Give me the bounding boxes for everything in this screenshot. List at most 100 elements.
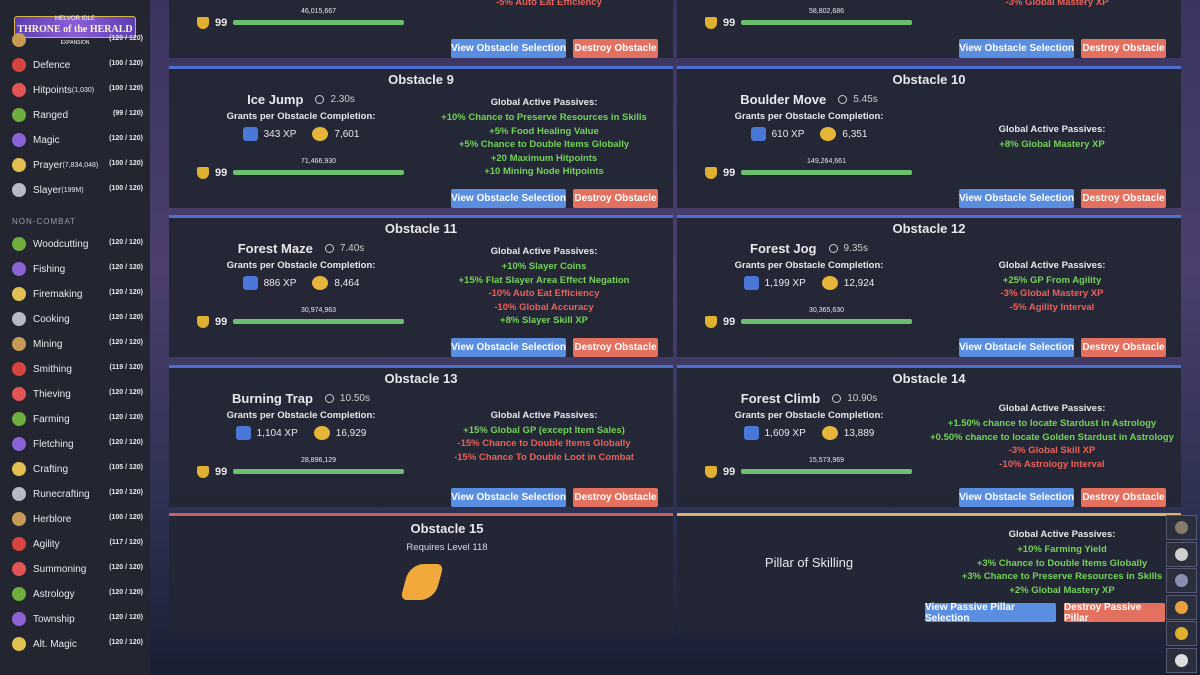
- trophy-icon: [705, 167, 717, 179]
- skill-icon: [12, 462, 26, 476]
- trophy-icon: [197, 466, 209, 478]
- clock-icon: [828, 243, 838, 253]
- obstacle-name: Forest Jog: [750, 240, 817, 256]
- trophy-icon: [705, 316, 717, 328]
- destroy-button[interactable]: Destroy Obstacle: [573, 488, 658, 507]
- menu-button[interactable]: [1166, 515, 1197, 540]
- obstacle-gp: 7,601: [334, 128, 360, 140]
- skill-name: Woodcutting: [33, 238, 89, 250]
- menu-icon: [1175, 627, 1188, 640]
- destroy-button[interactable]: Destroy Obstacle: [1081, 39, 1166, 58]
- skill-icon: [12, 133, 26, 147]
- obstacle-title: Obstacle 10: [892, 72, 966, 87]
- skill-level: (100 / 120): [109, 60, 143, 67]
- destroy-button[interactable]: Destroy Obstacle: [573, 189, 658, 208]
- menu-icon: [1175, 547, 1188, 561]
- skill-icon: [12, 312, 26, 326]
- gp-icon: [821, 426, 838, 440]
- view-button[interactable]: View Obstacle Selection: [959, 189, 1074, 208]
- skill-name: Township: [33, 613, 75, 625]
- passives: Global Active Passives: +15% Global GP (e…: [419, 390, 669, 484]
- passives-heading: Global Active Passives:: [1008, 529, 1116, 540]
- destroy-button[interactable]: Destroy Obstacle: [573, 338, 658, 357]
- clock-icon: [315, 94, 325, 104]
- mastery-bar: [233, 469, 404, 474]
- destroy-button[interactable]: Destroy Obstacle: [1081, 338, 1166, 357]
- destroy-button[interactable]: Destroy Obstacle: [573, 39, 658, 58]
- skill-level: (99 / 120): [113, 110, 143, 117]
- clock-icon: [832, 393, 842, 403]
- menu-button[interactable]: [1166, 594, 1197, 620]
- grants-label: Grants per Obstacle Completion:: [226, 111, 376, 122]
- skill-level: (100 / 120): [109, 85, 143, 92]
- mastery-level: 99: [723, 17, 736, 29]
- passive-line: +10 Mining Node Hitpoints: [484, 166, 604, 178]
- destroy-button[interactable]: Destroy Obstacle: [1081, 488, 1166, 507]
- skill-extra: (7,834,048): [62, 161, 99, 169]
- passives-heading: Global Active Passives:: [998, 259, 1106, 271]
- clock-icon: [324, 243, 334, 253]
- view-button[interactable]: View Obstacle Selection: [959, 39, 1074, 58]
- skill-name: Defence: [33, 59, 71, 71]
- menu-icon: [1175, 600, 1188, 614]
- mastery-bar: [741, 20, 912, 25]
- skill-name: Runecrafting: [33, 488, 90, 500]
- view-button[interactable]: View Passive Pillar Selection: [925, 602, 1056, 624]
- xp-icon: [743, 276, 759, 290]
- passives: Global Active Passives: +10% Slayer Coins…: [419, 240, 669, 334]
- skill-name-row: Thieving: [33, 387, 71, 401]
- mastery-bar: [741, 170, 912, 175]
- skill-level: (120 / 120): [109, 564, 143, 571]
- obstacle-time: 5.45s: [853, 93, 878, 105]
- view-button[interactable]: View Obstacle Selection: [451, 338, 566, 357]
- obstacle-time: 7.40s: [339, 242, 365, 254]
- xp-icon: [750, 127, 766, 141]
- passives: Global Active Passives: +10% Farming Yiel…: [927, 526, 1197, 600]
- obstacle-gp: 6,351: [842, 128, 868, 140]
- passive-line: +0.50% chance to locate Golden Stardust …: [930, 431, 1174, 443]
- menu-button[interactable]: [1166, 647, 1197, 673]
- pillar-panel: Pillar of Skilling Global Active Passives…: [677, 513, 1181, 634]
- mastery-level: 99: [215, 167, 228, 179]
- trophy-icon: [705, 17, 717, 29]
- skill-name: Thieving: [33, 388, 71, 400]
- skill-name: Crafting: [33, 463, 69, 475]
- skill-icon: [12, 562, 26, 576]
- skill-icon: [12, 537, 26, 551]
- obstacle-gp: 16,929: [335, 427, 367, 439]
- destroy-button[interactable]: Destroy Obstacle: [1081, 189, 1166, 208]
- menu-button[interactable]: [1166, 568, 1197, 593]
- view-button[interactable]: View Obstacle Selection: [451, 39, 566, 58]
- passives-heading: Global Active Passives:: [490, 246, 598, 258]
- grants-label: Grants per Obstacle Completion:: [734, 111, 884, 122]
- trophy-icon: [705, 466, 717, 478]
- skill-level: (120 / 120): [109, 589, 143, 596]
- passive-line: -3% Global Skill XP: [1008, 445, 1096, 456]
- passive-line: +15% Global GP (except Item Sales): [463, 424, 625, 436]
- obstacle-name: Forest Climb: [740, 390, 821, 406]
- view-button[interactable]: View Obstacle Selection: [959, 488, 1074, 507]
- skill-icon: [12, 487, 26, 501]
- gp-icon: [821, 276, 838, 290]
- passives-heading: Global Active Passives:: [998, 124, 1106, 136]
- passive-line: +3% Chance to Preserve Resources in Skil…: [961, 571, 1163, 582]
- passive-line: -5% Agility Interval: [1009, 301, 1095, 313]
- passive-line: +5% Chance to Double Items Globally: [458, 139, 630, 151]
- obstacle-time: 2.30s: [330, 93, 355, 105]
- menu-button[interactable]: [1166, 621, 1197, 646]
- trophy-icon: [197, 17, 209, 29]
- skill-icon: [12, 158, 26, 172]
- obstacle-xp: 1,104 XP: [256, 427, 298, 439]
- view-button[interactable]: View Obstacle Selection: [451, 189, 566, 208]
- skill-level: (120 / 120): [109, 135, 143, 142]
- menu-button[interactable]: [1166, 541, 1197, 567]
- skill-icon: [12, 387, 26, 401]
- destroy-button[interactable]: Destroy Passive Pillar: [1064, 602, 1165, 624]
- skill-name-row: Cooking: [33, 312, 70, 326]
- skill-icon: [12, 437, 26, 451]
- view-button[interactable]: View Obstacle Selection: [959, 338, 1074, 357]
- obstacle-xp: 1,199 XP: [764, 277, 806, 289]
- passives-heading: Global Active Passives:: [490, 97, 598, 109]
- name-row: Forest Jog 9.35s: [699, 240, 919, 256]
- view-button[interactable]: View Obstacle Selection: [451, 488, 566, 507]
